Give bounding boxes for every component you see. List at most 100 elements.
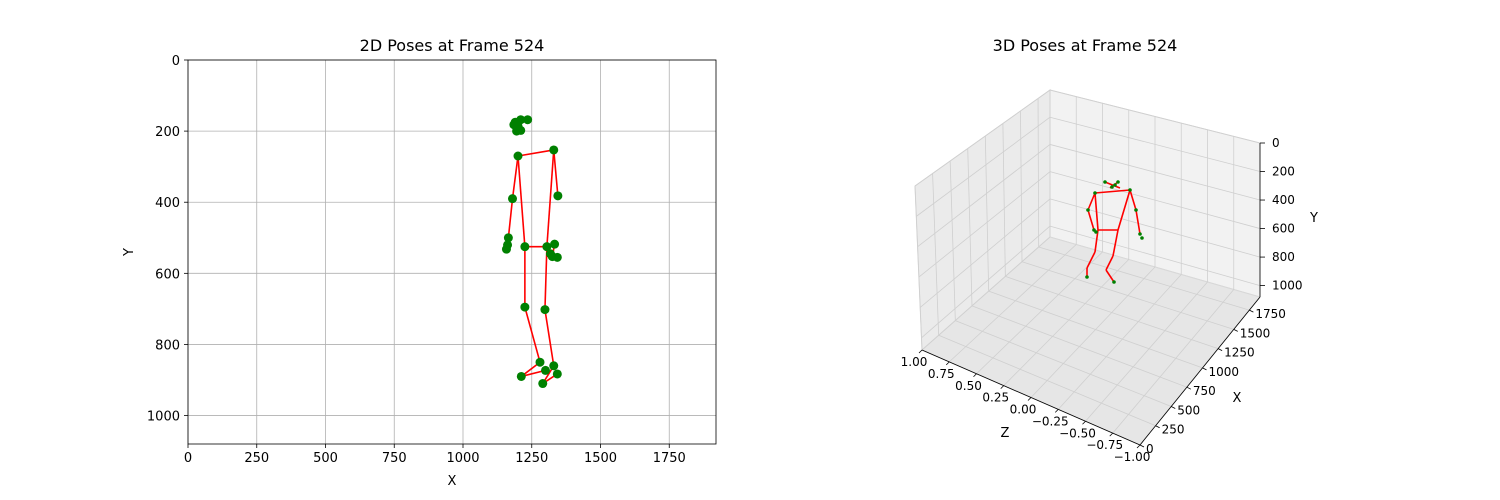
skeleton-joint — [513, 151, 523, 161]
y-gridline-3d — [1049, 225, 1261, 286]
x-tick-mark-3d — [1186, 386, 1192, 390]
x-tick-label-3d: 500 — [1177, 403, 1200, 417]
z-tick-label: 0.75 — [928, 367, 955, 381]
x-gridline-3d-left — [1020, 110, 1023, 262]
skeleton-joint — [549, 145, 559, 155]
z-tick-mark — [918, 349, 923, 354]
plot-3d-skeleton — [1085, 180, 1144, 284]
skeleton-joint — [516, 125, 526, 135]
y-gridline-3d-left — [917, 144, 1051, 248]
skeleton-joint — [520, 242, 530, 252]
y-tick-label-3d: 600 — [1272, 222, 1295, 236]
x-tick-label-3d: 250 — [1162, 423, 1185, 437]
skeleton-3d-joint — [1134, 208, 1138, 212]
skeleton-3d-bone — [1105, 269, 1115, 283]
y-gridline-3d — [1049, 198, 1261, 258]
y-gridline-3d-left — [914, 89, 1051, 187]
z-tick-mark — [1054, 409, 1059, 413]
skeleton-3d-bone — [1105, 255, 1114, 271]
x-tick-label-3d: 1750 — [1255, 307, 1286, 321]
skeleton-3d-joint — [1140, 236, 1144, 240]
skeleton-3d-joint — [1086, 208, 1090, 212]
skeleton-3d-joint — [1110, 185, 1114, 189]
y-tick-label: 0 — [172, 54, 180, 69]
y-tick-label-3d: 0 — [1272, 136, 1280, 150]
skeleton-3d-joint — [1094, 230, 1098, 234]
skeleton-bone — [524, 306, 541, 363]
skeleton-3d-joint — [1112, 280, 1116, 284]
x-gridline-3d-left — [984, 135, 990, 292]
z-gridline — [1057, 274, 1182, 410]
z-tick-mark — [1027, 397, 1032, 401]
skeleton-joint — [550, 239, 560, 249]
plot-3d-x-axis-label: X — [1233, 391, 1242, 406]
skeleton-bone — [517, 155, 526, 247]
x-tick-label: 750 — [382, 451, 407, 466]
plot-3d: 1.000.750.500.250.00−0.25−0.50−0.75−1.00… — [901, 36, 1318, 464]
z-tick-label: −1.00 — [1114, 450, 1151, 464]
y-tick-label: 200 — [155, 125, 180, 140]
x-gridline-3d — [1038, 246, 1250, 311]
skeleton-joint — [535, 357, 545, 367]
plot-3d-title: 3D Poses at Frame 524 — [993, 36, 1178, 55]
x-gridline-3d — [971, 305, 1188, 388]
skeleton-3d-bone — [1094, 229, 1099, 253]
skeleton-3d-bone — [1094, 189, 1131, 194]
x-tick-label-3d: 750 — [1193, 384, 1216, 398]
z-tick-label: 0.25 — [982, 391, 1009, 405]
x-tick-label: 250 — [244, 451, 269, 466]
z-tick-label: −0.50 — [1059, 426, 1096, 440]
x-tick-mark-3d — [1155, 425, 1160, 429]
x-tick-label-3d: 1500 — [1240, 326, 1271, 340]
plot-3d-ticks: 1.000.750.500.250.00−0.25−0.50−0.75−1.00… — [901, 136, 1303, 464]
plot-3d-z-axis-label: Z — [1001, 426, 1010, 441]
skeleton-bone — [552, 149, 559, 196]
z-gridline — [976, 251, 1103, 375]
x-tick-label-3d: 1250 — [1224, 346, 1255, 360]
y-tick-label: 1000 — [147, 410, 180, 425]
plot-2d-y-axis-label: Y — [122, 248, 137, 257]
plot-2d-background — [188, 60, 716, 444]
skeleton-joint — [549, 361, 559, 371]
y-tick-label: 800 — [155, 338, 180, 353]
x-tick-mark-3d — [1217, 348, 1223, 352]
z-gridline — [1085, 281, 1208, 422]
skeleton-joint — [520, 302, 530, 312]
x-gridline-3d-left — [914, 185, 923, 351]
plot-2d-grid — [187, 59, 716, 444]
z-tick-label: −0.25 — [1032, 414, 1069, 428]
x-gridline-3d — [988, 290, 1203, 369]
skeleton-joint — [508, 194, 517, 204]
x-tick-mark-3d — [1233, 329, 1238, 332]
z-tick-label: 0.50 — [955, 379, 982, 393]
skeleton-3d-bone — [1104, 181, 1121, 189]
skeleton-3d-joint — [1128, 188, 1132, 192]
x-gridline-3d — [955, 320, 1172, 407]
x-tick-mark-3d — [1202, 367, 1207, 371]
y-tick-label: 400 — [155, 196, 180, 211]
y-gridline-3d-left — [919, 198, 1051, 308]
z-gridline — [1030, 266, 1156, 398]
x-gridline-3d-left — [932, 173, 940, 336]
z-gridline — [948, 244, 1077, 363]
x-gridline-3d-left — [949, 160, 956, 321]
y-tick-label-3d: 400 — [1272, 193, 1295, 207]
skeleton-3d-bone — [1112, 229, 1119, 257]
skeleton-joint — [523, 115, 533, 125]
z-gridline — [1112, 289, 1235, 434]
x-tick-label: 1250 — [515, 451, 548, 466]
plot-2d-title: 2D Poses at Frame 524 — [360, 36, 545, 55]
skeleton-joint — [538, 379, 548, 389]
y-tick-label-3d: 200 — [1272, 165, 1295, 179]
z-tick-mark — [1136, 444, 1141, 449]
x-gridline-3d-left — [967, 148, 973, 306]
skeleton-3d-joint — [1093, 191, 1097, 195]
skeleton-joint — [540, 305, 550, 315]
plot-3d-y-axis-label: Y — [1309, 211, 1318, 226]
y-tick-label-3d: 1000 — [1272, 279, 1303, 293]
x-tick-label-3d: 0 — [1146, 442, 1154, 456]
y-gridline-3d — [1049, 171, 1261, 229]
y-gridline-3d — [1049, 116, 1261, 172]
skeleton-3d-joint — [1116, 180, 1120, 184]
